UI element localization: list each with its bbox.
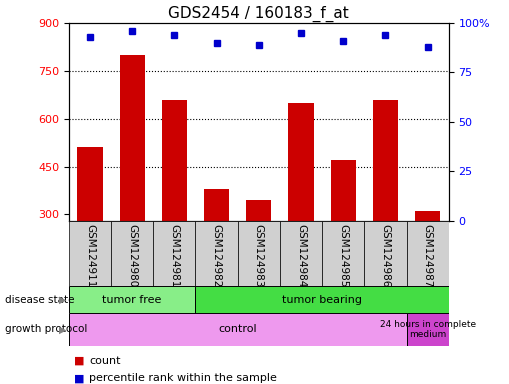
Bar: [69, 221, 111, 286]
Bar: [195, 221, 237, 286]
Title: GDS2454 / 160183_f_at: GDS2454 / 160183_f_at: [168, 5, 349, 22]
Bar: [406, 313, 448, 346]
Bar: [77, 147, 102, 310]
Text: growth protocol: growth protocol: [5, 324, 88, 334]
Bar: [406, 221, 448, 286]
Text: GSM124980: GSM124980: [127, 224, 137, 287]
Text: control: control: [218, 324, 257, 334]
Bar: [69, 286, 195, 313]
Bar: [237, 221, 279, 286]
Text: disease state: disease state: [5, 295, 74, 305]
Bar: [363, 221, 406, 286]
Bar: [111, 221, 153, 286]
Bar: [195, 286, 448, 313]
Text: ■: ■: [74, 373, 84, 383]
Bar: [414, 211, 439, 310]
Text: GSM124911: GSM124911: [85, 224, 95, 288]
Text: ▶: ▶: [59, 295, 66, 305]
Text: tumor bearing: tumor bearing: [281, 295, 361, 305]
Text: GSM124987: GSM124987: [422, 224, 432, 288]
Text: 24 hours in complete
medium: 24 hours in complete medium: [379, 319, 475, 339]
Text: GSM124981: GSM124981: [169, 224, 179, 288]
Bar: [288, 103, 313, 310]
Text: GSM124984: GSM124984: [295, 224, 305, 288]
Bar: [153, 221, 195, 286]
Bar: [119, 55, 145, 310]
Bar: [161, 99, 187, 310]
Bar: [330, 160, 355, 310]
Bar: [322, 221, 363, 286]
Text: percentile rank within the sample: percentile rank within the sample: [89, 373, 276, 383]
Bar: [69, 313, 406, 346]
Text: tumor free: tumor free: [102, 295, 161, 305]
Text: GSM124983: GSM124983: [253, 224, 263, 288]
Bar: [246, 200, 271, 310]
Bar: [372, 99, 398, 310]
Bar: [279, 221, 322, 286]
Text: ■: ■: [74, 356, 84, 366]
Text: count: count: [89, 356, 121, 366]
Text: GSM124982: GSM124982: [211, 224, 221, 288]
Text: GSM124986: GSM124986: [380, 224, 390, 288]
Bar: [204, 189, 229, 310]
Text: ▶: ▶: [59, 324, 66, 334]
Text: GSM124985: GSM124985: [337, 224, 348, 288]
